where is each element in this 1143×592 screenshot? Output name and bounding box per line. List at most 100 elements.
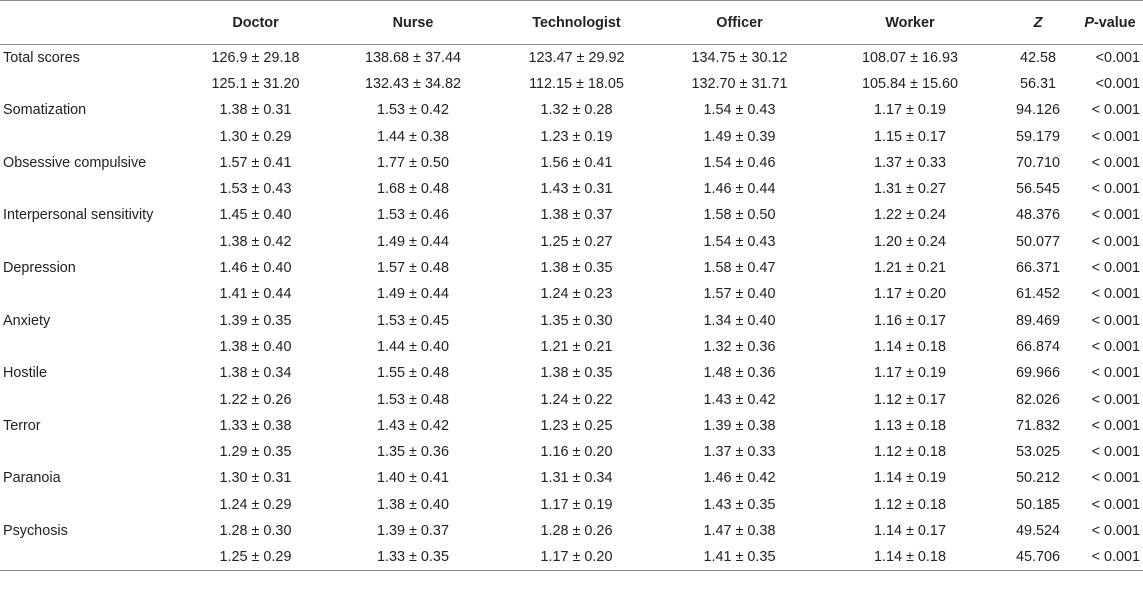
- cell-technologist: 1.25 ± 0.27: [540, 233, 613, 250]
- cell-nurse: 132.43 ± 34.82: [365, 75, 461, 92]
- row-label: [0, 386, 180, 412]
- row-label: Paranoia: [3, 470, 61, 487]
- header-row: Doctor Nurse Technologist Officer Worker…: [0, 0, 1143, 45]
- table-row: Anxiety 1.39 ± 0.35 1.53 ± 0.45 1.35 ± 0.30…: [0, 307, 1143, 333]
- cell-doctor: 1.38 ± 0.42: [219, 233, 292, 250]
- cell-worker: 1.12 ± 0.18: [874, 444, 946, 461]
- header-label-column: [0, 0, 180, 45]
- table-row: 125.1 ± 31.20 132.43 ± 34.82 112.15 ± 18.0…: [0, 71, 1143, 97]
- cell-z: 50.185: [1015, 496, 1060, 513]
- cell-worker: 1.13 ± 0.18: [874, 417, 946, 434]
- cell-z: 70.710: [1015, 154, 1060, 171]
- cell-p-value: < 0.001: [1091, 365, 1140, 382]
- cell-officer: 134.75 ± 30.12: [691, 49, 788, 66]
- cell-p-value: <0.001: [1095, 49, 1140, 66]
- cell-worker: 1.17 ± 0.19: [874, 102, 946, 119]
- table-row: Psychosis 1.28 ± 0.30 1.39 ± 0.37 1.28 ± 0.…: [0, 518, 1143, 544]
- cell-nurse: 1.35 ± 0.36: [377, 444, 449, 461]
- cell-officer: 1.37 ± 0.33: [703, 444, 776, 461]
- cell-technologist: 1.21 ± 0.21: [540, 338, 613, 355]
- row-label: Interpersonal sensitivity: [3, 207, 154, 224]
- cell-officer: 1.54 ± 0.43: [703, 102, 776, 119]
- cell-officer: 1.43 ± 0.35: [703, 496, 776, 513]
- cell-doctor: 1.24 ± 0.29: [219, 496, 292, 513]
- cell-officer: 1.54 ± 0.43: [703, 233, 776, 250]
- cell-p-value: < 0.001: [1091, 496, 1140, 513]
- cell-officer: 1.46 ± 0.44: [703, 181, 776, 198]
- cell-technologist: 1.38 ± 0.37: [540, 207, 613, 224]
- cell-nurse: 1.38 ± 0.40: [377, 496, 449, 513]
- cell-doctor: 1.25 ± 0.29: [180, 544, 331, 571]
- cell-nurse: 1.68 ± 0.48: [377, 181, 449, 198]
- row-label: [0, 544, 180, 571]
- cell-p-value: < 0.001: [1077, 544, 1143, 571]
- cell-worker: 1.15 ± 0.17: [874, 128, 946, 145]
- cell-doctor: 1.41 ± 0.44: [219, 286, 292, 303]
- table-row: 1.22 ± 0.26 1.53 ± 0.48 1.24 ± 0.22 1.43 ± …: [0, 386, 1143, 412]
- header-worker: Worker: [821, 0, 999, 45]
- cell-officer: 1.41 ± 0.35: [658, 544, 821, 571]
- cell-doctor: 125.1 ± 31.20: [211, 75, 300, 92]
- cell-doctor: 1.30 ± 0.29: [219, 128, 292, 145]
- cell-worker: 108.07 ± 16.93: [862, 49, 958, 66]
- table-row: 1.53 ± 0.43 1.68 ± 0.48 1.43 ± 0.31 1.46 ± …: [0, 176, 1143, 202]
- cell-technologist: 1.24 ± 0.22: [540, 391, 613, 408]
- cell-p-value: < 0.001: [1091, 181, 1140, 198]
- cell-officer: 132.70 ± 31.71: [691, 75, 788, 92]
- cell-z: 56.545: [1015, 181, 1060, 198]
- table-body: Total scores 126.9 ± 29.18 138.68 ± 37.44 1…: [0, 45, 1143, 571]
- cell-nurse: 1.49 ± 0.44: [377, 286, 449, 303]
- cell-z: 50.077: [1015, 233, 1060, 250]
- table-row: 1.29 ± 0.35 1.35 ± 0.36 1.16 ± 0.20 1.37 ± …: [0, 439, 1143, 465]
- cell-z: 59.179: [1015, 128, 1060, 145]
- table-row: Depression 1.46 ± 0.40 1.57 ± 0.48 1.38 ± 0…: [0, 255, 1143, 281]
- row-label: [0, 281, 180, 307]
- cell-p-value: < 0.001: [1091, 207, 1140, 224]
- table-row: Obsessive compulsive 1.57 ± 0.41 1.77 ± 0.…: [0, 150, 1143, 176]
- cell-z: 66.371: [1015, 260, 1060, 277]
- cell-technologist: 1.35 ± 0.30: [540, 312, 613, 329]
- row-label: [0, 229, 180, 255]
- cell-z: 89.469: [1015, 312, 1060, 329]
- cell-z: 42.58: [1019, 49, 1056, 66]
- cell-technologist: 1.38 ± 0.35: [540, 260, 613, 277]
- cell-doctor: 1.46 ± 0.40: [219, 260, 292, 277]
- cell-z: 66.874: [1015, 338, 1060, 355]
- row-label: [0, 439, 180, 465]
- table-row: Paranoia 1.30 ± 0.31 1.40 ± 0.41 1.31 ± 0.3…: [0, 465, 1143, 491]
- cell-technologist: 1.17 ± 0.20: [495, 544, 658, 571]
- cell-doctor: 1.53 ± 0.43: [219, 181, 292, 198]
- cell-officer: 1.47 ± 0.38: [703, 522, 776, 539]
- cell-doctor: 1.30 ± 0.31: [219, 470, 292, 487]
- cell-z: 50.212: [1015, 470, 1060, 487]
- cell-worker: 105.84 ± 15.60: [862, 75, 958, 92]
- cell-officer: 1.57 ± 0.40: [703, 286, 776, 303]
- cell-doctor: 1.38 ± 0.34: [219, 365, 292, 382]
- cell-p-value: <0.001: [1095, 75, 1140, 92]
- cell-p-value: < 0.001: [1091, 338, 1140, 355]
- cell-p-value: < 0.001: [1091, 391, 1140, 408]
- header-officer: Officer: [658, 0, 821, 45]
- cell-worker: 1.14 ± 0.18: [821, 544, 999, 571]
- cell-nurse: 1.53 ± 0.42: [377, 102, 449, 119]
- header-p-letter: P: [1084, 14, 1094, 31]
- cell-nurse: 1.53 ± 0.46: [377, 207, 449, 224]
- cell-p-value: < 0.001: [1091, 233, 1140, 250]
- cell-worker: 1.21 ± 0.21: [874, 260, 946, 277]
- cell-z: 53.025: [1015, 444, 1060, 461]
- cell-doctor: 1.45 ± 0.40: [219, 207, 292, 224]
- cell-nurse: 1.44 ± 0.38: [377, 128, 449, 145]
- row-label: [0, 492, 180, 518]
- cell-officer: 1.49 ± 0.39: [703, 128, 776, 145]
- row-label: Anxiety: [3, 312, 51, 329]
- table-header: Doctor Nurse Technologist Officer Worker…: [0, 0, 1143, 45]
- cell-worker: 1.12 ± 0.17: [874, 391, 946, 408]
- table-row: 1.25 ± 0.29 1.33 ± 0.35 1.17 ± 0.20 1.41 ± …: [0, 544, 1143, 571]
- cell-technologist: 1.17 ± 0.19: [540, 496, 613, 513]
- cell-p-value: < 0.001: [1091, 470, 1140, 487]
- cell-worker: 1.14 ± 0.19: [874, 470, 946, 487]
- cell-technologist: 1.32 ± 0.28: [540, 102, 613, 119]
- cell-z: 94.126: [1015, 102, 1060, 119]
- cell-technologist: 1.16 ± 0.20: [540, 444, 613, 461]
